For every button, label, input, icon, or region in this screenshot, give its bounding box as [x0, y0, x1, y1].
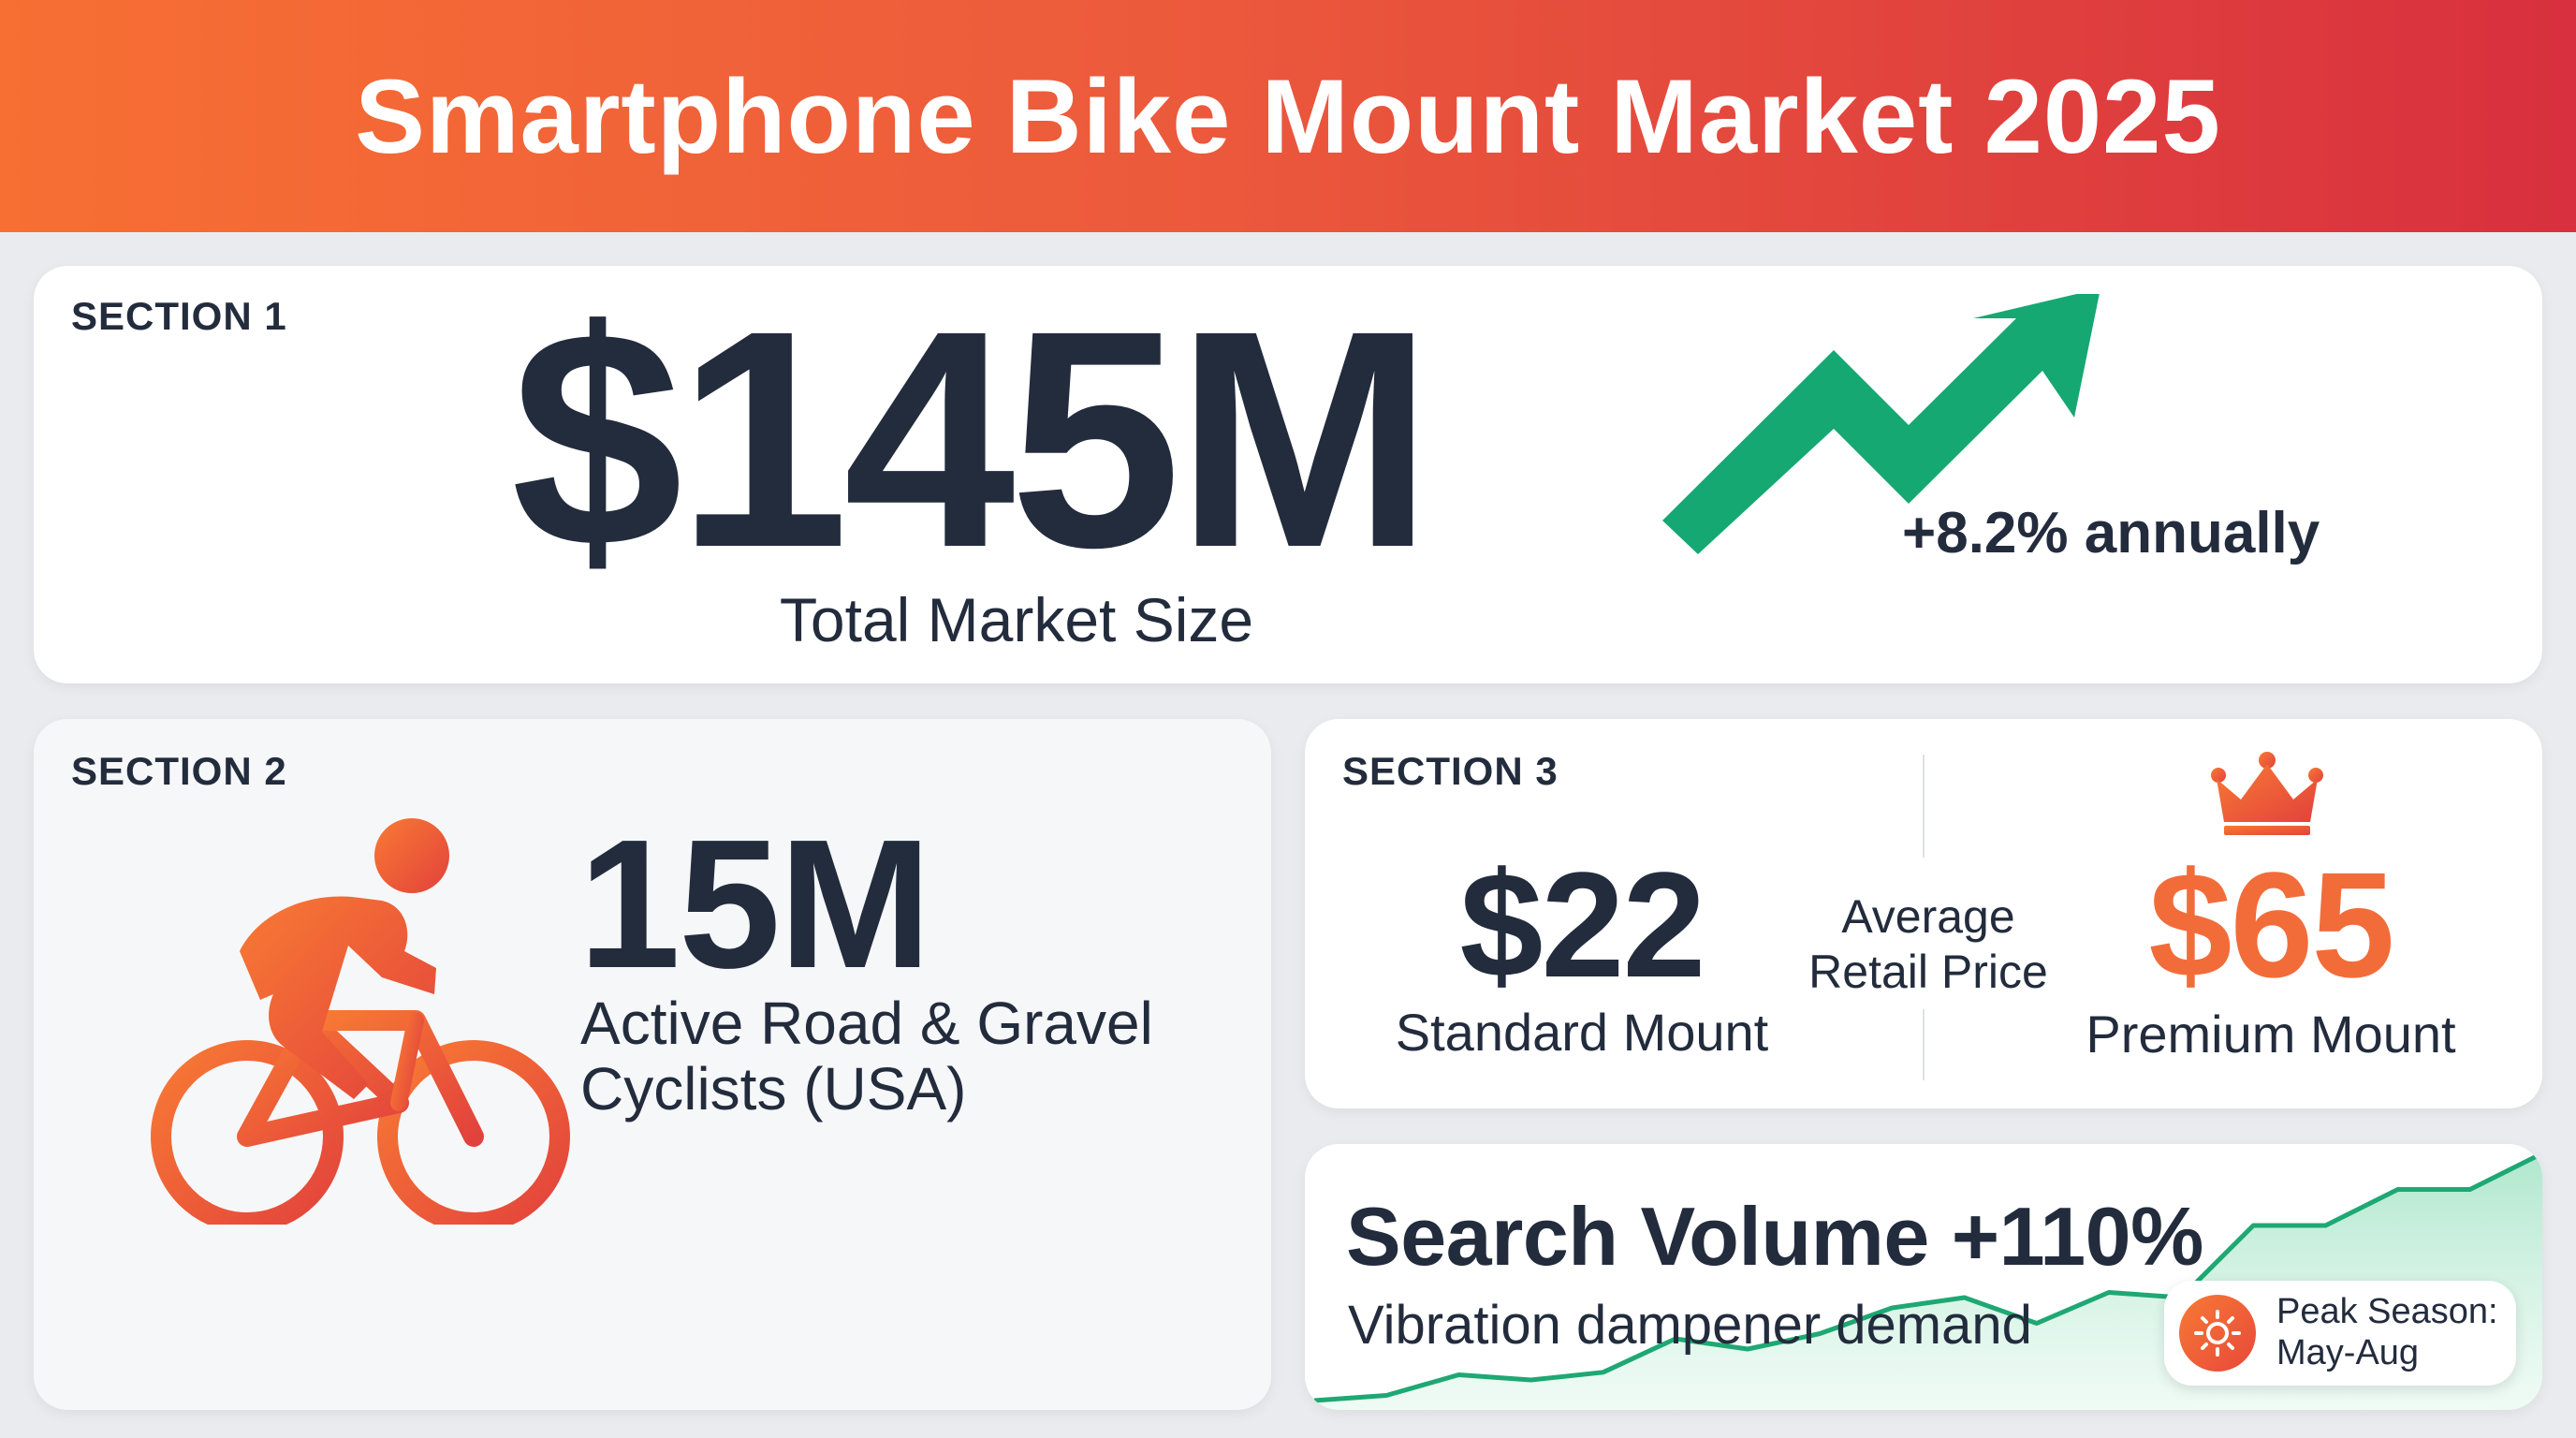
- header-banner: Smartphone Bike Mount Market 2025: [0, 0, 2576, 232]
- growth-rate: +8.2% annually: [1902, 501, 2320, 565]
- page-title: Smartphone Bike Mount Market 2025: [355, 57, 2221, 175]
- cyclists-card: SECTION 2 15M Active Road & Gravel Cycli…: [34, 719, 1271, 1410]
- market-size-value: $145M: [511, 266, 1433, 611]
- market-size-caption: Total Market Size: [779, 585, 1254, 654]
- divider: [1923, 755, 1925, 858]
- section-label: SECTION 2: [71, 749, 287, 793]
- cyclist-icon: [151, 818, 570, 1225]
- search-volume-title: Search Volume +110%: [1346, 1190, 2203, 1283]
- crown-icon: [2211, 752, 2323, 835]
- cyclists-caption: Active Road & Gravel Cyclists (USA): [580, 990, 1153, 1123]
- average-retail-price-label: Average Retail Price: [1808, 890, 2048, 998]
- peak-season-text: Peak Season: May-Aug: [2276, 1292, 2498, 1372]
- section-label: SECTION 3: [1342, 749, 1559, 793]
- peak-season-badge: Peak Season: May-Aug: [2164, 1281, 2516, 1386]
- cyclists-value: 15M: [578, 801, 931, 1006]
- standard-price: $22: [1459, 841, 1706, 1008]
- market-size-card: SECTION 1 $145M Total Market Size +8.2% …: [34, 266, 2542, 683]
- search-volume-card: Search Volume +110% Vibration dampener d…: [1305, 1144, 2542, 1410]
- divider: [1923, 1009, 1925, 1080]
- search-volume-subtitle: Vibration dampener demand: [1348, 1295, 2032, 1356]
- trend-line: [1313, 1151, 2542, 1403]
- retail-price-card: SECTION 3 $22 Standard Mount Average Ret…: [1305, 719, 2542, 1108]
- premium-price: $65: [2148, 841, 2395, 1008]
- premium-caption: Premium Mount: [2086, 1005, 2456, 1064]
- trend-up-arrow-icon: [1662, 294, 2100, 554]
- section-label: SECTION 1: [71, 294, 287, 338]
- standard-caption: Standard Mount: [1395, 1003, 1769, 1062]
- sun-icon: [2179, 1295, 2256, 1372]
